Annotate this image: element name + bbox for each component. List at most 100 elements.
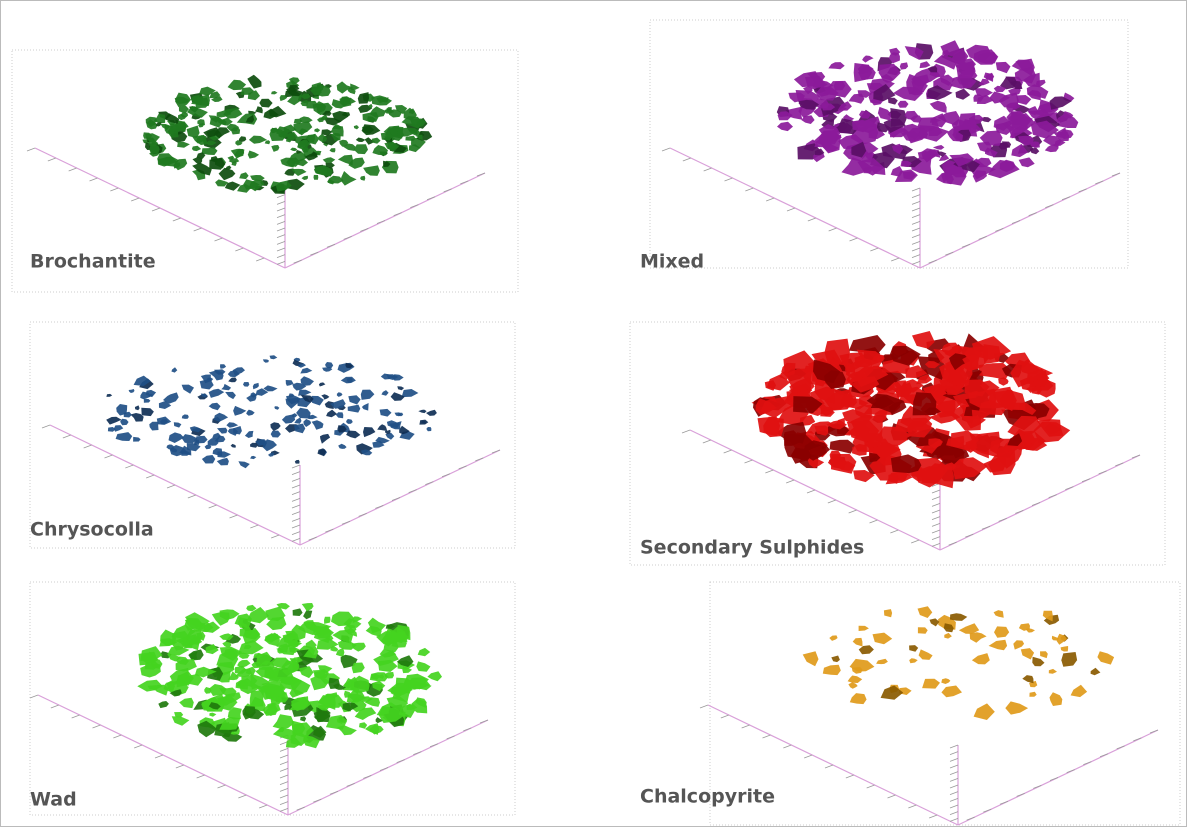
mineral-blob xyxy=(372,145,388,155)
mineral-blob xyxy=(416,661,430,671)
mineral-blob xyxy=(348,405,361,413)
mineral-blob xyxy=(302,603,314,611)
axis-tick xyxy=(912,195,920,198)
mineral-blob xyxy=(250,456,256,459)
mineral-blob xyxy=(876,659,888,664)
axis-tick xyxy=(235,248,243,251)
mineral-blob xyxy=(777,122,793,131)
axis-tick xyxy=(173,218,181,221)
mineral-blob xyxy=(1097,651,1114,664)
mineral-blob xyxy=(427,427,432,431)
mineral-blob xyxy=(1029,692,1036,697)
axis-tick xyxy=(950,805,958,808)
axis-tick xyxy=(280,808,288,811)
mineral-blob xyxy=(418,410,426,414)
axis-tick xyxy=(870,248,878,251)
mineral-blob xyxy=(346,431,360,439)
mineral-blob xyxy=(1049,669,1057,674)
mineral-blob xyxy=(158,701,169,708)
mineral-blob xyxy=(909,658,918,663)
mineral-blob xyxy=(341,377,356,384)
axis-tick xyxy=(912,201,920,204)
axis-tick xyxy=(950,812,958,815)
mineral-blob xyxy=(988,160,1020,178)
mineral-blob xyxy=(828,62,844,69)
mineral-blob xyxy=(300,716,306,721)
axis-tick xyxy=(250,525,258,528)
mineral-blob xyxy=(209,389,225,398)
axis-tick xyxy=(932,543,940,546)
axis-tick xyxy=(808,218,816,221)
mineral-blob xyxy=(358,92,369,104)
mineral-blob xyxy=(248,151,259,159)
mineral-blob xyxy=(941,678,950,684)
mineral-blob xyxy=(312,420,324,430)
mineral-blob xyxy=(338,444,346,449)
mineral-blob xyxy=(259,99,272,108)
mineral-blob xyxy=(141,408,154,416)
axis-tick xyxy=(277,228,285,231)
mineral-blob xyxy=(246,410,255,416)
mineral-blob xyxy=(336,412,343,418)
mineral-blob xyxy=(106,394,112,397)
axis-tick xyxy=(292,538,300,541)
axis-tick xyxy=(929,815,937,818)
mineral-blob xyxy=(135,405,140,410)
mineral-blob xyxy=(253,383,259,389)
mineral-blob xyxy=(996,62,1011,73)
mineral-blob xyxy=(265,140,271,144)
mineral-blob xyxy=(933,145,945,150)
axis-tick xyxy=(725,178,733,181)
mineral-blob xyxy=(255,106,263,113)
mineral-blob xyxy=(271,431,281,438)
panel: Chrysocolla xyxy=(30,322,515,548)
mineral-blob xyxy=(1061,652,1077,667)
mineral-blob xyxy=(341,171,356,186)
axis-tick xyxy=(700,705,708,708)
axis-tick xyxy=(277,208,285,211)
mineral-blob xyxy=(859,645,874,654)
mineral-blob xyxy=(972,653,990,664)
mineral-blob xyxy=(363,427,375,437)
axis-tick xyxy=(950,758,958,761)
mineral-blob xyxy=(803,651,819,666)
mineral-blob xyxy=(970,632,987,643)
mineral-blob xyxy=(974,703,995,720)
mineral-blob xyxy=(850,693,867,704)
mineral-blob xyxy=(120,419,128,426)
axis-tick xyxy=(280,795,288,798)
axis-tick xyxy=(704,168,712,171)
mineral-blob xyxy=(270,355,278,359)
axis-tick xyxy=(911,540,919,543)
mineral-blob xyxy=(1050,692,1063,706)
axis-tick xyxy=(932,537,940,540)
axis-tick xyxy=(42,425,50,428)
axis-tick xyxy=(280,762,288,765)
mineral-blob xyxy=(140,664,161,677)
mineral-blob xyxy=(174,422,182,427)
mineral-blob xyxy=(356,138,366,143)
axis-tick xyxy=(742,725,750,728)
axis-tick xyxy=(850,238,858,241)
axis-tick xyxy=(908,805,916,808)
mineral-blob xyxy=(337,725,357,735)
mineral-blob xyxy=(831,656,840,663)
mineral-blob xyxy=(116,432,133,441)
axis-tick xyxy=(950,792,958,795)
axis-tick xyxy=(724,450,732,453)
panel-label: Secondary Sulphides xyxy=(640,537,864,559)
mineral-blob xyxy=(426,410,437,416)
panel-label: Brochantite xyxy=(30,251,156,273)
axis-tick xyxy=(277,255,285,258)
axis-tick xyxy=(787,208,795,211)
mineral-blob xyxy=(320,434,330,444)
axis-tick xyxy=(703,440,711,443)
mineral-blob xyxy=(144,399,151,403)
axis-tick xyxy=(93,725,101,728)
mineral-blob xyxy=(941,686,962,698)
mineral-blob xyxy=(303,610,312,619)
axis-tick xyxy=(292,518,300,521)
axis-tick xyxy=(131,198,139,201)
panel: Wad xyxy=(30,582,515,815)
axis-tick xyxy=(783,745,791,748)
